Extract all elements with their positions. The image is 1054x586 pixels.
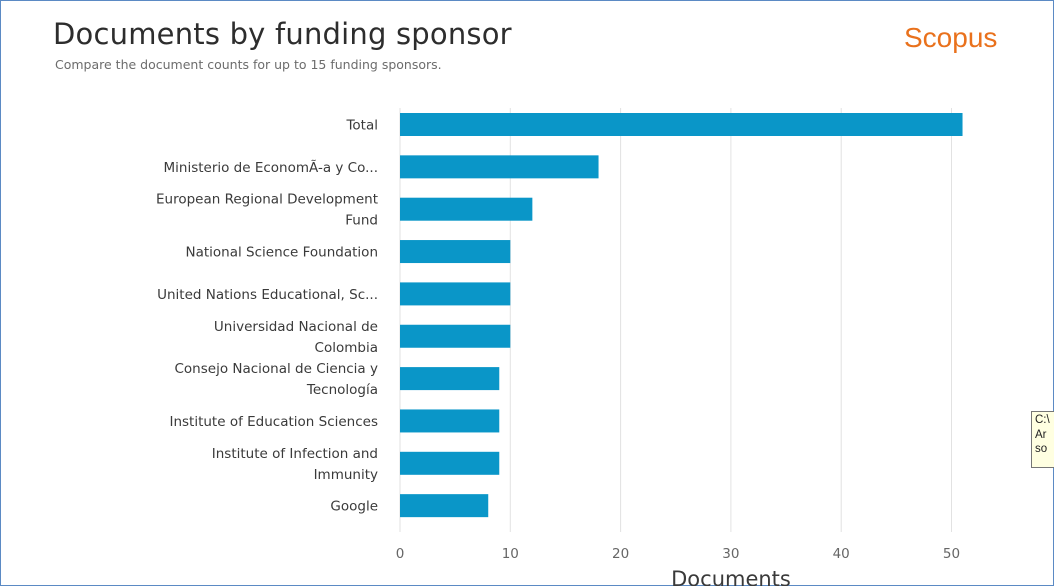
category-label: Tecnología	[306, 382, 378, 398]
tooltip-line: Ar	[1035, 428, 1047, 441]
x-tick-label: 30	[722, 546, 739, 562]
x-axis-title: Documents	[671, 567, 791, 586]
scopus-logo[interactable]: Scopus	[904, 22, 998, 53]
tooltip-line: so	[1035, 443, 1048, 455]
category-label: European Regional Development	[156, 192, 378, 208]
bar[interactable]	[400, 282, 511, 306]
bar[interactable]	[400, 451, 500, 475]
category-label: Colombia	[315, 340, 378, 356]
bar[interactable]	[400, 197, 533, 221]
bar[interactable]	[400, 113, 963, 136]
bar[interactable]	[400, 494, 489, 518]
category-label: Consejo Nacional de Ciencia y	[175, 361, 379, 377]
chart-subtitle: Compare the document counts for up to 15…	[55, 57, 442, 72]
category-label: United Nations Educational, Sc...	[157, 287, 378, 303]
bar[interactable]	[400, 409, 500, 433]
bar[interactable]	[400, 367, 500, 391]
category-label: Immunity	[314, 467, 378, 483]
category-label: Fund	[345, 213, 378, 229]
chart-title: Documents by funding sponsor	[53, 17, 512, 51]
bar[interactable]	[400, 324, 511, 348]
category-label: Institute of Infection and	[212, 446, 378, 462]
category-label: Google	[330, 499, 378, 515]
bar[interactable]	[400, 240, 511, 264]
category-label: National Science Foundation	[185, 245, 378, 261]
category-label: Institute of Education Sciences	[169, 414, 378, 430]
file-path-tooltip: C:\ Ar so	[1031, 411, 1054, 468]
x-tick-label: 40	[833, 546, 850, 562]
category-label: Ministerio de EconomÃ-a y Co...	[163, 159, 378, 176]
category-label: Total	[345, 118, 378, 134]
x-tick-label: 0	[396, 546, 405, 562]
bar[interactable]	[400, 155, 599, 179]
tooltip-line: C:\	[1035, 414, 1050, 426]
x-tick-label: 10	[502, 546, 519, 562]
x-tick-label: 20	[612, 546, 629, 562]
x-tick-label: 50	[943, 546, 960, 562]
category-label: Universidad Nacional de	[214, 319, 378, 335]
